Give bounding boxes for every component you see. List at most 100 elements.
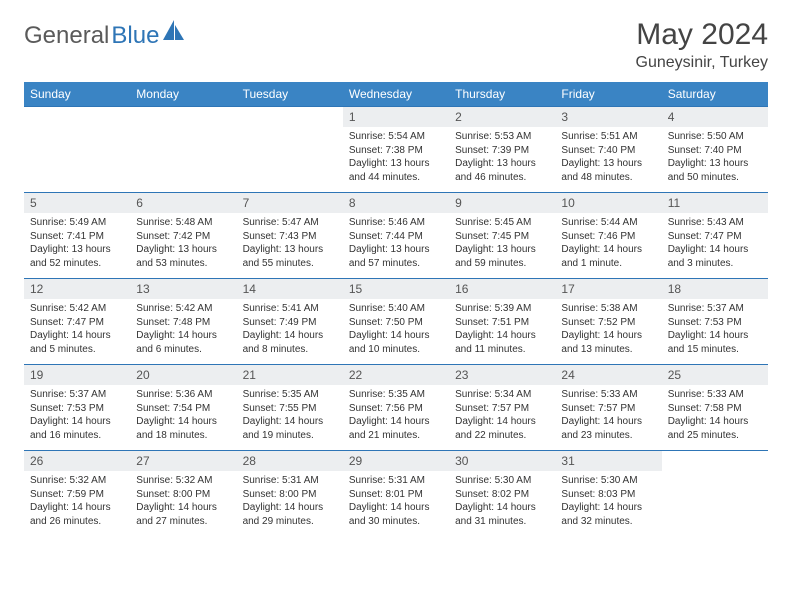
day-number: 14 [237,279,343,299]
day-number: 19 [24,365,130,385]
day-details: Sunrise: 5:54 AMSunset: 7:38 PMDaylight:… [343,127,449,187]
day-number: 22 [343,365,449,385]
day-details: Sunrise: 5:33 AMSunset: 7:57 PMDaylight:… [555,385,661,445]
day-details: Sunrise: 5:43 AMSunset: 7:47 PMDaylight:… [662,213,768,273]
calendar-cell [237,107,343,193]
day-number: 25 [662,365,768,385]
title-block: May 2024 Guneysinir, Turkey [636,18,769,72]
calendar-cell: 6Sunrise: 5:48 AMSunset: 7:42 PMDaylight… [130,193,236,279]
brand-name-2: Blue [111,22,159,50]
day-details: Sunrise: 5:38 AMSunset: 7:52 PMDaylight:… [555,299,661,359]
day-details: Sunrise: 5:50 AMSunset: 7:40 PMDaylight:… [662,127,768,187]
calendar-table: SundayMondayTuesdayWednesdayThursdayFrid… [24,82,768,537]
calendar-cell: 26Sunrise: 5:32 AMSunset: 7:59 PMDayligh… [24,451,130,537]
day-details: Sunrise: 5:44 AMSunset: 7:46 PMDaylight:… [555,213,661,273]
calendar-cell [130,107,236,193]
day-number: 30 [449,451,555,471]
day-number: 12 [24,279,130,299]
day-number: 27 [130,451,236,471]
weekday-header: Monday [130,82,236,107]
sail-icon [163,20,185,45]
day-details: Sunrise: 5:33 AMSunset: 7:58 PMDaylight:… [662,385,768,445]
weekday-header-row: SundayMondayTuesdayWednesdayThursdayFrid… [24,82,768,107]
calendar-row: 1Sunrise: 5:54 AMSunset: 7:38 PMDaylight… [24,107,768,193]
calendar-cell: 15Sunrise: 5:40 AMSunset: 7:50 PMDayligh… [343,279,449,365]
day-details: Sunrise: 5:42 AMSunset: 7:47 PMDaylight:… [24,299,130,359]
day-details: Sunrise: 5:36 AMSunset: 7:54 PMDaylight:… [130,385,236,445]
day-details: Sunrise: 5:30 AMSunset: 8:03 PMDaylight:… [555,471,661,531]
day-number: 28 [237,451,343,471]
month-title: May 2024 [636,18,769,52]
calendar-cell: 19Sunrise: 5:37 AMSunset: 7:53 PMDayligh… [24,365,130,451]
calendar-cell: 21Sunrise: 5:35 AMSunset: 7:55 PMDayligh… [237,365,343,451]
day-details: Sunrise: 5:40 AMSunset: 7:50 PMDaylight:… [343,299,449,359]
day-details: Sunrise: 5:34 AMSunset: 7:57 PMDaylight:… [449,385,555,445]
weekday-header: Friday [555,82,661,107]
calendar-row: 12Sunrise: 5:42 AMSunset: 7:47 PMDayligh… [24,279,768,365]
calendar-cell: 10Sunrise: 5:44 AMSunset: 7:46 PMDayligh… [555,193,661,279]
day-details: Sunrise: 5:53 AMSunset: 7:39 PMDaylight:… [449,127,555,187]
day-number: 23 [449,365,555,385]
day-number: 1 [343,107,449,127]
day-details: Sunrise: 5:37 AMSunset: 7:53 PMDaylight:… [662,299,768,359]
day-details: Sunrise: 5:31 AMSunset: 8:01 PMDaylight:… [343,471,449,531]
calendar-cell: 12Sunrise: 5:42 AMSunset: 7:47 PMDayligh… [24,279,130,365]
calendar-cell: 16Sunrise: 5:39 AMSunset: 7:51 PMDayligh… [449,279,555,365]
calendar-cell: 29Sunrise: 5:31 AMSunset: 8:01 PMDayligh… [343,451,449,537]
day-details: Sunrise: 5:35 AMSunset: 7:55 PMDaylight:… [237,385,343,445]
calendar-cell: 20Sunrise: 5:36 AMSunset: 7:54 PMDayligh… [130,365,236,451]
calendar-cell: 30Sunrise: 5:30 AMSunset: 8:02 PMDayligh… [449,451,555,537]
calendar-cell: 2Sunrise: 5:53 AMSunset: 7:39 PMDaylight… [449,107,555,193]
calendar-cell: 31Sunrise: 5:30 AMSunset: 8:03 PMDayligh… [555,451,661,537]
calendar-body: 1Sunrise: 5:54 AMSunset: 7:38 PMDaylight… [24,107,768,537]
brand-logo: GeneralBlue [24,22,185,50]
weekday-header: Saturday [662,82,768,107]
day-number: 13 [130,279,236,299]
header: GeneralBlue May 2024 Guneysinir, Turkey [24,18,768,72]
day-number: 10 [555,193,661,213]
calendar-cell: 23Sunrise: 5:34 AMSunset: 7:57 PMDayligh… [449,365,555,451]
day-details: Sunrise: 5:42 AMSunset: 7:48 PMDaylight:… [130,299,236,359]
weekday-header: Thursday [449,82,555,107]
calendar-cell [662,451,768,537]
calendar-cell: 8Sunrise: 5:46 AMSunset: 7:44 PMDaylight… [343,193,449,279]
day-details: Sunrise: 5:41 AMSunset: 7:49 PMDaylight:… [237,299,343,359]
day-details: Sunrise: 5:47 AMSunset: 7:43 PMDaylight:… [237,213,343,273]
weekday-header: Wednesday [343,82,449,107]
calendar-cell: 18Sunrise: 5:37 AMSunset: 7:53 PMDayligh… [662,279,768,365]
day-number: 24 [555,365,661,385]
day-number: 7 [237,193,343,213]
day-number: 3 [555,107,661,127]
day-number: 15 [343,279,449,299]
day-number: 9 [449,193,555,213]
calendar-cell: 22Sunrise: 5:35 AMSunset: 7:56 PMDayligh… [343,365,449,451]
location: Guneysinir, Turkey [636,54,769,72]
weekday-header: Tuesday [237,82,343,107]
day-number: 26 [24,451,130,471]
day-number: 8 [343,193,449,213]
day-details: Sunrise: 5:32 AMSunset: 8:00 PMDaylight:… [130,471,236,531]
day-details: Sunrise: 5:45 AMSunset: 7:45 PMDaylight:… [449,213,555,273]
day-details: Sunrise: 5:35 AMSunset: 7:56 PMDaylight:… [343,385,449,445]
calendar-row: 26Sunrise: 5:32 AMSunset: 7:59 PMDayligh… [24,451,768,537]
day-number: 11 [662,193,768,213]
calendar-cell: 25Sunrise: 5:33 AMSunset: 7:58 PMDayligh… [662,365,768,451]
day-number: 2 [449,107,555,127]
calendar-cell: 24Sunrise: 5:33 AMSunset: 7:57 PMDayligh… [555,365,661,451]
day-details: Sunrise: 5:32 AMSunset: 7:59 PMDaylight:… [24,471,130,531]
day-number: 29 [343,451,449,471]
day-number: 21 [237,365,343,385]
day-number: 17 [555,279,661,299]
day-number: 20 [130,365,236,385]
calendar-cell [24,107,130,193]
brand-name-1: General [24,22,109,50]
calendar-cell: 4Sunrise: 5:50 AMSunset: 7:40 PMDaylight… [662,107,768,193]
calendar-row: 5Sunrise: 5:49 AMSunset: 7:41 PMDaylight… [24,193,768,279]
calendar-cell: 5Sunrise: 5:49 AMSunset: 7:41 PMDaylight… [24,193,130,279]
calendar-cell: 27Sunrise: 5:32 AMSunset: 8:00 PMDayligh… [130,451,236,537]
day-number: 6 [130,193,236,213]
day-number: 31 [555,451,661,471]
day-details: Sunrise: 5:51 AMSunset: 7:40 PMDaylight:… [555,127,661,187]
weekday-header: Sunday [24,82,130,107]
day-number: 18 [662,279,768,299]
